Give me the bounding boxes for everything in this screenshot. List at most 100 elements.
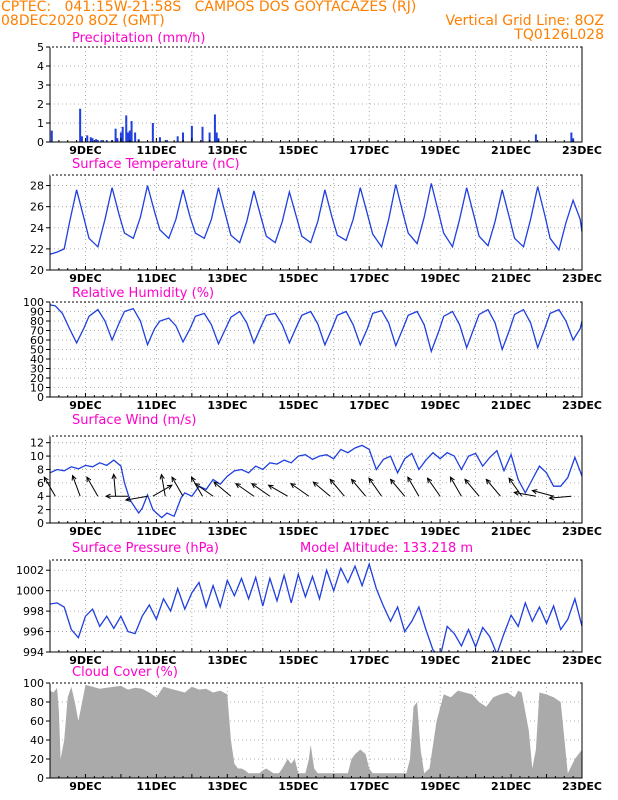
wind-arrow-head [171, 476, 177, 483]
wind-arrow-shaft [329, 479, 345, 497]
header-location: CPTEC: 041:15W-21:58S CAMPOS DOS GOYTACA… [1, 0, 417, 15]
precip-bar [89, 137, 92, 142]
wind-arrow-head [449, 476, 455, 483]
precip-bar [79, 108, 82, 142]
x-tick-label: 15DEC [278, 654, 318, 667]
precip-bar [91, 138, 94, 142]
cloud-area [50, 684, 582, 778]
y-tick-label: 26 [30, 201, 44, 214]
y-tick-label: 20 [30, 372, 44, 385]
wind-arrow-head [159, 473, 165, 480]
header-model-code: TQ0126L028 [514, 27, 604, 43]
y-tick-label: 100 [23, 677, 44, 690]
panel-title: Relative Humidity (%) [72, 286, 214, 301]
panel-title: Surface Wind (m/s) [72, 413, 196, 428]
wind-arrow [513, 490, 536, 497]
wind-arrow-shaft [171, 476, 184, 497]
x-tick-label: 21DEC [491, 525, 531, 538]
y-tick-label: 994 [23, 646, 44, 659]
y-tick-label: 6 [37, 477, 44, 490]
x-tick-label: 9DEC [69, 272, 101, 285]
panel-2 [46, 301, 583, 398]
precip-bar [534, 134, 537, 142]
precip-bar [121, 126, 124, 142]
x-tick-label: 17DEC [349, 654, 389, 667]
precip-bar [100, 140, 103, 142]
y-tick-label: 1000 [16, 585, 44, 598]
x-tick-label: 11DEC [136, 525, 176, 538]
panel-1 [46, 174, 583, 271]
wind-arrow [548, 495, 572, 501]
precip-bar [176, 136, 179, 142]
panel-4 [46, 559, 583, 653]
x-tick-label: 17DEC [349, 272, 389, 285]
wind-arrow-head [124, 496, 131, 502]
x-tick-label: 19DEC [420, 272, 460, 285]
x-tick-label: 9DEC [69, 780, 101, 793]
wind-arrow-head [289, 482, 296, 489]
precip-bar [158, 137, 161, 142]
wind-arrow-head [71, 474, 77, 481]
wind-arrow-shaft [86, 476, 99, 497]
precip-bar [95, 139, 98, 142]
wind-arrow-head [548, 495, 555, 501]
x-tick-label: 23DEC [562, 780, 602, 793]
precip-bar [134, 132, 137, 142]
x-tick-label: 19DEC [420, 399, 460, 412]
wind-arrow [171, 476, 184, 497]
y-tick-label: 40 [30, 734, 44, 747]
precip-bar [105, 140, 108, 142]
x-tick-label: 15DEC [278, 272, 318, 285]
x-tick-label: 17DEC [349, 144, 389, 157]
wind-arrow-head [234, 482, 241, 489]
wind-arrow-head [166, 484, 173, 490]
wind-arrow [289, 482, 310, 497]
wind-arrow-head [250, 482, 257, 489]
wind-arrow-head [267, 484, 274, 490]
x-tick-label: 17DEC [349, 399, 389, 412]
wind-arrow [104, 493, 129, 499]
wind-arrow-shaft [549, 495, 572, 499]
wind-arrow-shaft [351, 479, 367, 497]
header-vertical-grid: Vertical Grid Line: 8OZ [445, 13, 604, 29]
precip-bar [127, 132, 130, 142]
panel-title: Surface Temperature (nC) [72, 157, 240, 172]
wind-arrow-shaft [485, 479, 501, 497]
y-tick-label: 50 [30, 344, 44, 357]
x-tick-label: 13DEC [207, 272, 247, 285]
wind-arrow-head [368, 477, 374, 484]
wind-arrow [464, 478, 480, 497]
wind-arrow [368, 477, 383, 497]
wind-arrow-head [86, 476, 92, 483]
y-tick-label: 12 [30, 437, 44, 450]
x-tick-label: 21DEC [491, 654, 531, 667]
y-tick-label: 80 [30, 696, 44, 709]
wind-arrow [350, 478, 367, 497]
plot-frame [49, 46, 583, 143]
x-tick-label: 9DEC [69, 399, 101, 412]
series-line [50, 561, 582, 652]
wind-arrow-head [485, 478, 492, 485]
series-line [50, 444, 582, 519]
y-tick-label: 100 [23, 296, 44, 309]
x-tick-label: 17DEC [349, 780, 389, 793]
wind-arrow [213, 481, 232, 497]
y-tick-label: 80 [30, 315, 44, 328]
wind-arrow [329, 478, 345, 497]
y-tick-label: 90 [30, 306, 44, 319]
wind-arrow-head [513, 490, 520, 496]
y-tick-label: 0 [37, 772, 44, 785]
wind-arrow-shaft [235, 483, 255, 497]
x-tick-label: 15DEC [278, 525, 318, 538]
wind-arrow-shaft [449, 476, 462, 497]
wind-arrow-head [464, 478, 470, 485]
y-tick-label: 22 [30, 243, 44, 256]
precip-bar [125, 115, 128, 142]
x-tick-label: 23DEC [562, 144, 602, 157]
y-tick-label: 0 [37, 517, 44, 530]
y-tick-label: 1002 [16, 564, 44, 577]
x-tick-label: 19DEC [420, 144, 460, 157]
wind-arrow [159, 473, 166, 497]
wind-arrow-shaft [313, 481, 331, 497]
wind-arrow-shaft [213, 481, 232, 497]
